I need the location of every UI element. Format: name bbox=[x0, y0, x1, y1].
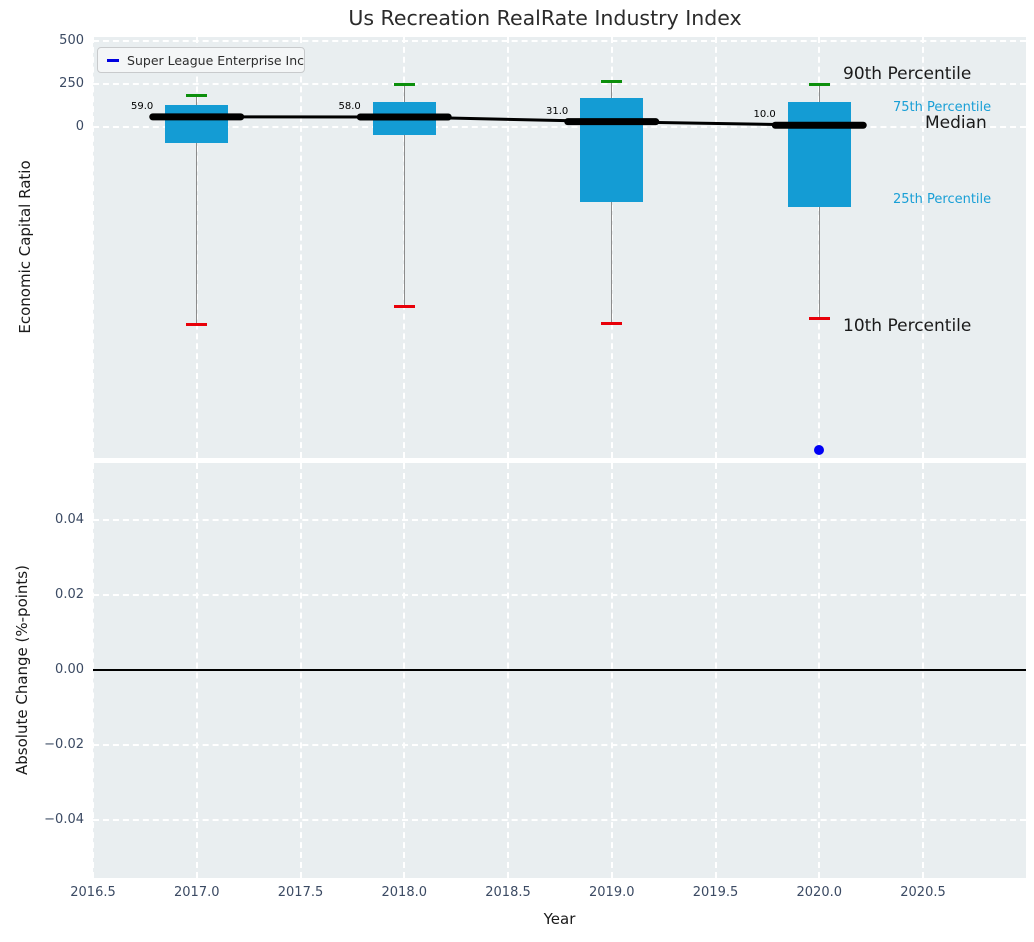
annotation-median: Median bbox=[925, 113, 987, 133]
legend-entry-label: Super League Enterprise Inc bbox=[127, 53, 304, 68]
ytick-label-top: 250 bbox=[26, 75, 84, 93]
figure: Us Recreation RealRate Industry Index 59… bbox=[0, 0, 1034, 942]
ytick-label-bottom: 0.02 bbox=[26, 586, 84, 604]
xtick-label: 2019.0 bbox=[577, 884, 647, 902]
gridline-horizontal bbox=[93, 819, 1026, 821]
xtick-label: 2016.5 bbox=[58, 884, 128, 902]
median-value-label-2017: 59.0 bbox=[103, 101, 153, 112]
y-axis-label-top: Economic Capital Ratio bbox=[16, 160, 34, 333]
ytick-label-bottom: 0.04 bbox=[26, 511, 84, 529]
annotation-10th-percentile: 10th Percentile bbox=[843, 316, 971, 336]
bottom-axes bbox=[93, 463, 1026, 878]
gridline-horizontal bbox=[93, 519, 1026, 521]
xtick-label: 2020.0 bbox=[784, 884, 854, 902]
annotation-90th-percentile: 90th Percentile bbox=[843, 64, 971, 84]
median-value-label-2019: 31.0 bbox=[518, 106, 568, 117]
xtick-label: 2020.5 bbox=[888, 884, 958, 902]
top-axes: 59.0 58.0 31.0 10.0 bbox=[93, 37, 1026, 458]
gridline-horizontal bbox=[93, 594, 1026, 596]
ytick-label-bottom: −0.02 bbox=[26, 736, 84, 754]
gridline-horizontal bbox=[93, 744, 1026, 746]
legend-line-sample bbox=[107, 59, 119, 62]
median-line bbox=[93, 37, 1026, 458]
xtick-label: 2019.5 bbox=[681, 884, 751, 902]
median-value-label-2020: 10.0 bbox=[726, 109, 776, 120]
xtick-label: 2017.5 bbox=[266, 884, 336, 902]
ytick-label-top: 500 bbox=[26, 32, 84, 50]
median-value-label-2018: 58.0 bbox=[311, 101, 361, 112]
ytick-label-bottom: 0.00 bbox=[26, 661, 84, 679]
chart-title: Us Recreation RealRate Industry Index bbox=[85, 6, 1005, 30]
ytick-label-top: 0 bbox=[26, 118, 84, 136]
ytick-label-bottom: −0.04 bbox=[26, 811, 84, 829]
xtick-label: 2017.0 bbox=[162, 884, 232, 902]
xtick-label: 2018.5 bbox=[473, 884, 543, 902]
annotation-25th-percentile: 25th Percentile bbox=[893, 192, 991, 207]
xtick-label: 2018.0 bbox=[369, 884, 439, 902]
zero-line bbox=[93, 669, 1026, 671]
legend: Super League Enterprise Inc bbox=[97, 47, 305, 73]
x-axis-label: Year bbox=[93, 910, 1026, 928]
